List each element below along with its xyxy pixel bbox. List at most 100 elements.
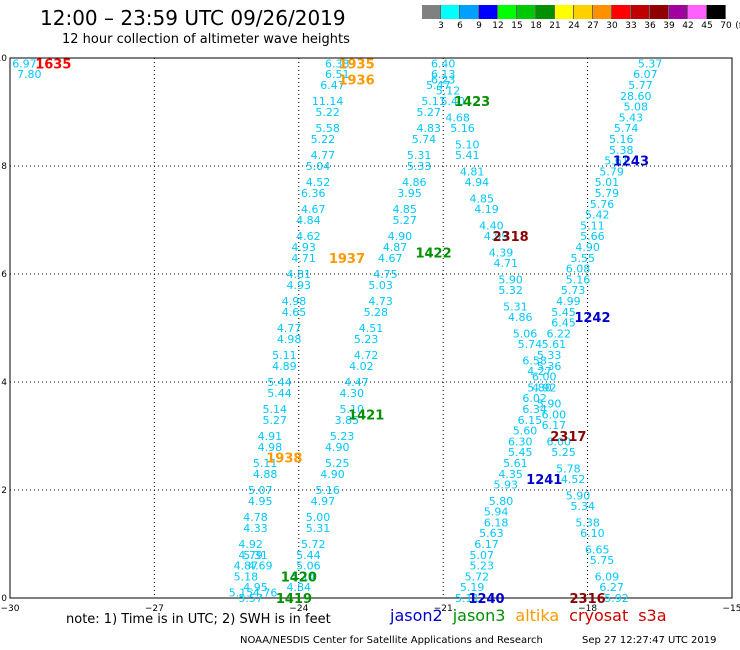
wave-height-point: 4.35 (498, 468, 523, 481)
y-tick-label: 4 (1, 378, 7, 388)
wave-height-point: 4.92 (532, 381, 557, 394)
wave-height-point: 5.90 (498, 273, 523, 286)
wave-height-point: 5.38 (609, 144, 634, 157)
wave-height-point: 5.61 (604, 155, 629, 168)
wave-height-point: 4.95 (243, 581, 268, 594)
wave-height-point: 7.80 (17, 68, 42, 81)
pass-label-jason3: 1419 (276, 592, 312, 607)
wave-height-point: 5.12 (436, 84, 461, 97)
wave-height-point: 5.72 (301, 538, 326, 551)
wave-height-point: 6.34 (522, 403, 547, 416)
wave-height-point: 5.34 (571, 500, 596, 513)
x-tick-label: −18 (578, 604, 597, 614)
wave-height-point: 4.67 (301, 203, 326, 216)
wave-height-point: 4.75 (373, 268, 398, 281)
pass-label-jason2: 1243 (613, 155, 649, 170)
wave-height-point: 5.33 (407, 160, 432, 173)
wave-height-point: 5.23 (469, 560, 494, 573)
wave-height-point: 5.28 (364, 306, 389, 319)
wave-height-point: 5.74 (518, 338, 543, 351)
wave-height-point: 5.23 (354, 333, 379, 346)
wave-height-point: 5.57 (238, 592, 263, 605)
wave-height-point: 5.90 (537, 398, 562, 411)
wave-height-point: 5.43 (619, 111, 644, 124)
x-tick-label: −21 (434, 604, 453, 614)
color-scale-label: 36 (644, 21, 656, 31)
wave-height-point: 5.38 (575, 516, 600, 529)
wave-height-point: 5.55 (571, 252, 596, 265)
wave-height-point: 5.25 (325, 457, 350, 470)
wave-height-point: 5.45 (551, 306, 576, 319)
wave-height-point: 5.11 (421, 95, 446, 108)
pass-label-jason2: 1241 (526, 473, 562, 488)
wave-height-point: 4.77 (277, 322, 302, 335)
wave-height-point: 6.17 (542, 419, 567, 432)
wave-height-point: 4.40 (479, 219, 504, 232)
wave-height-point: 4.52 (306, 176, 331, 189)
wave-height-point: 4.85 (392, 203, 417, 216)
plot-frame (9, 57, 733, 599)
wave-height-point: 4.52 (561, 473, 586, 486)
color-scale-label: 6 (457, 21, 463, 31)
wave-height-point: 5.40 (441, 95, 466, 108)
wave-height-point: 4.91 (258, 430, 283, 443)
wave-height-point: 5.44 (296, 549, 321, 562)
color-scale-label: 21 (549, 21, 561, 31)
wave-height-point: 4.98 (282, 295, 307, 308)
wave-height-point: 4.51 (359, 322, 384, 335)
wave-height-point: 4.93 (287, 279, 312, 292)
wave-height-point: 5.37 (638, 57, 663, 70)
wave-height-point: 6.00 (542, 408, 567, 421)
wave-height-point: 4.02 (349, 360, 374, 373)
color-scale-label: 70 (720, 21, 732, 31)
legend-item-jason3: jason3 (452, 606, 506, 625)
wave-height-point: 6.40 (431, 57, 456, 70)
wave-height-point: 4.71 (494, 257, 519, 270)
wave-height-point: 5.15 (229, 587, 254, 600)
color-scale-label: 27 (587, 21, 599, 31)
wave-height-point: 5.42 (585, 209, 610, 222)
color-scale-label: 45 (701, 21, 713, 31)
color-scale-label: 18 (530, 21, 542, 31)
wave-height-point: 4.65 (282, 306, 307, 319)
color-scale-label: 39 (663, 21, 675, 31)
wave-height-point: 4.87 (234, 560, 259, 573)
pass-label-altika: 1937 (329, 252, 365, 267)
color-swatch-15 (498, 5, 517, 19)
wave-height-point: 6.07 (633, 68, 658, 81)
color-swatch-3 (422, 5, 441, 19)
wave-height-point: 4.81 (287, 268, 312, 281)
wave-height-point: 4.97 (311, 495, 336, 508)
wave-height-point: 5.16 (566, 273, 591, 286)
legend-item-jason2: jason2 (390, 606, 443, 625)
y-tick-label: 6 (1, 270, 7, 280)
wave-height-point: 5.80 (489, 495, 514, 508)
legend-item-cryosat: cryosat (569, 606, 629, 625)
wave-height-point: 5.47 (426, 79, 451, 92)
wave-height-point: 6.36 (301, 187, 326, 200)
color-swatch-9 (460, 5, 479, 19)
wave-height-point: 6.23 (431, 74, 456, 87)
color-swatch-18 (517, 5, 536, 19)
wave-height-point: 5.92 (604, 592, 629, 605)
wave-height-point: 6.08 (566, 263, 591, 276)
wave-height-point: 5.78 (556, 462, 581, 475)
wave-height-point: 6.65 (585, 543, 610, 556)
wave-height-point: 4.33 (243, 522, 268, 535)
wave-height-point: 6.18 (484, 516, 509, 529)
wave-height-point: 3.85 (335, 414, 360, 427)
wave-height-point: 5.07 (248, 484, 273, 497)
wave-height-point: 5.90 (566, 489, 591, 502)
wave-height-point: 4.95 (248, 495, 273, 508)
wave-height-point: 5.74 (412, 133, 437, 146)
chart-title: 12:00 – 23:59 UTC 09/26/2019 (40, 6, 346, 30)
wave-height-point: 5.23 (330, 430, 355, 443)
wave-height-point: 5.73 (561, 284, 586, 297)
wave-height-point: 4.90 (388, 230, 413, 243)
wave-height-point: 4.86 (402, 176, 427, 189)
pass-label-s3a: 1635 (35, 57, 71, 72)
wave-height-point: 5.11 (253, 457, 278, 470)
wave-height-point: 5.94 (484, 506, 509, 519)
wave-height-point: 4.94 (465, 176, 490, 189)
wave-height-point: 5.10 (339, 403, 364, 416)
